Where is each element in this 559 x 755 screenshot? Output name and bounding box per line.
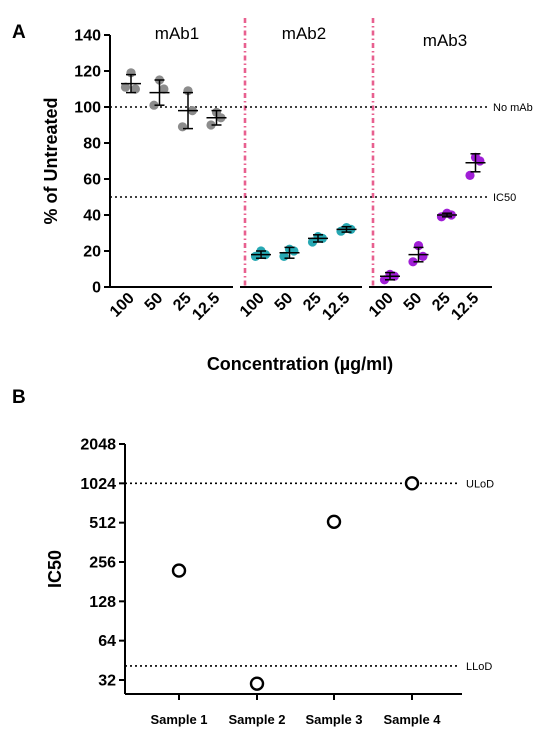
y-tick-label: 120 [74, 64, 101, 81]
reference-line-label: No mAb [493, 102, 533, 114]
data-point [149, 100, 159, 110]
data-point [418, 251, 428, 261]
y-tick-label: 256 [89, 554, 116, 571]
y-tick-label: 20 [83, 244, 101, 261]
y-tick-label: 1024 [80, 476, 116, 493]
panel-b-label: B [12, 387, 26, 408]
x-tick-label: Sample 2 [228, 712, 285, 727]
data-point [408, 257, 418, 267]
data-point [249, 676, 265, 691]
data-point [120, 82, 131, 92]
data-point [465, 170, 475, 180]
y-tick-label: 64 [98, 633, 116, 650]
y-tick-label: 512 [89, 515, 116, 532]
x-axis-title: Concentration (µg/ml) [207, 354, 393, 374]
x-tick-label: Sample 3 [305, 712, 362, 727]
reference-line-label: LLoD [466, 661, 492, 673]
y-tick-label: 100 [74, 100, 101, 117]
y-tick-label: 128 [89, 594, 116, 611]
data-point [130, 84, 140, 94]
chart-a: 0 20 40 60 80 100 120 140 % of Untreated Concentr… [41, 18, 533, 374]
chart-b: 32 64 128 256 512 1024 2048 IC50 ULoD LLoD Sample … [45, 437, 494, 728]
x-tick-label: Sample 1 [150, 712, 207, 727]
x-tick-label: 50 [142, 290, 167, 315]
y-tick-label: 32 [98, 672, 116, 689]
group-label: mAb2 [282, 24, 326, 43]
y-tick-label: 40 [83, 208, 101, 225]
group-label: mAb3 [423, 31, 467, 50]
x-tick-label: 50 [401, 290, 426, 315]
x-tick-label: 100 [107, 290, 138, 321]
data-point [177, 122, 188, 132]
x-tick-label: 100 [366, 290, 397, 321]
x-tick-label: 100 [237, 290, 268, 321]
data-point [171, 563, 187, 578]
group-label: mAb1 [155, 24, 199, 43]
x-tick-label: 12.5 [319, 290, 353, 324]
data-point [206, 120, 216, 130]
x-tick-label: Sample 4 [383, 712, 441, 727]
y-tick-label: 60 [83, 172, 101, 189]
reference-line-label: ULoD [466, 478, 494, 490]
x-tick-label: 12.5 [448, 290, 482, 324]
x-tick-label: 50 [272, 290, 297, 315]
y-axis-title: IC50 [45, 550, 65, 588]
y-tick-label: 2048 [80, 437, 116, 454]
data-point [404, 476, 420, 491]
data-point [326, 514, 342, 529]
x-tick-label: 12.5 [189, 290, 223, 324]
y-axis-title: % of Untreated [41, 97, 61, 224]
y-tick-label: 140 [74, 28, 101, 45]
panel-a-label: A [12, 22, 26, 43]
y-tick-label: 80 [83, 136, 101, 153]
data-point [159, 84, 169, 94]
y-tick-label: 0 [92, 280, 101, 297]
reference-line-label: IC50 [493, 192, 516, 204]
